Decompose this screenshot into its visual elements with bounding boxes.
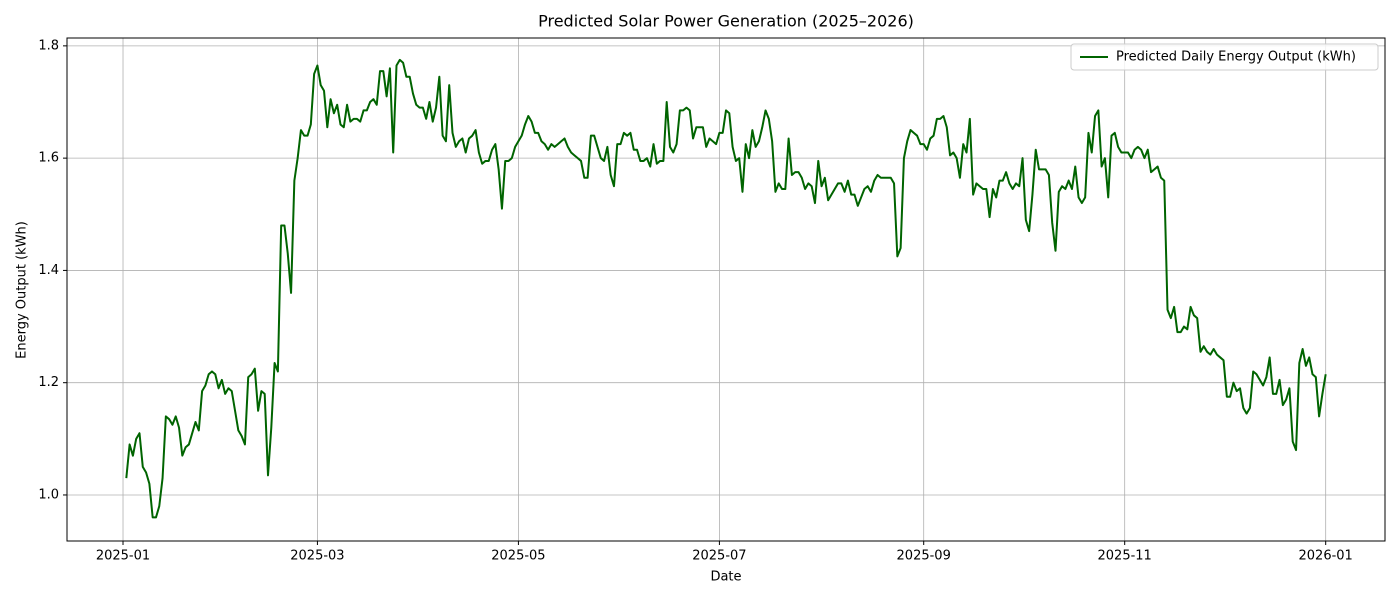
x-tick-label: 2025-11 — [1098, 549, 1152, 564]
x-tick-label: 2025-07 — [692, 549, 746, 564]
y-tick-label: 1.8 — [38, 38, 59, 53]
x-tick-label: 2025-03 — [290, 549, 344, 564]
plot-frame — [66, 37, 1386, 542]
y-tick-label: 1.2 — [38, 375, 59, 390]
legend-label: Predicted Daily Energy Output (kWh) — [1116, 50, 1356, 65]
x-tick-label: 2025-01 — [96, 549, 150, 564]
y-axis-label: Energy Output (kWh) — [15, 221, 30, 359]
x-axis-label: Date — [710, 570, 741, 585]
legend-box — [1070, 43, 1379, 71]
y-tick-label: 1.4 — [38, 263, 59, 278]
y-tick-label: 1.0 — [38, 487, 59, 502]
series-line — [125, 58, 1327, 519]
x-tick-label: 2026-01 — [1299, 549, 1353, 564]
y-tick-label: 1.6 — [38, 151, 59, 166]
x-tick-label: 2025-09 — [897, 549, 951, 564]
x-tick-label: 2025-05 — [491, 549, 545, 564]
chart-title: Predicted Solar Power Generation (2025–2… — [538, 12, 914, 31]
